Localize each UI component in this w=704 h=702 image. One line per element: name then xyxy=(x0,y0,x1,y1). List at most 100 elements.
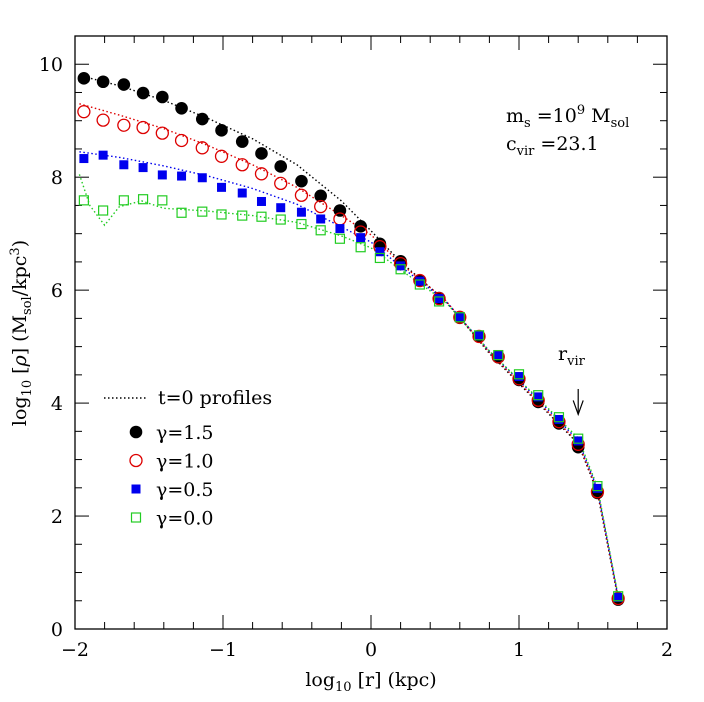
data-point xyxy=(493,351,503,361)
data-point xyxy=(256,196,266,206)
data-point xyxy=(118,195,129,206)
axis-ticks xyxy=(74,36,668,630)
data-point xyxy=(276,203,286,213)
data-point xyxy=(79,154,89,164)
data-point xyxy=(553,412,565,423)
data-point xyxy=(611,591,625,606)
data-markers xyxy=(77,72,625,606)
data-point xyxy=(592,481,603,492)
legend-entry: γ=0.5 xyxy=(156,479,214,501)
data-point xyxy=(296,207,306,217)
x-tick-label: −2 xyxy=(61,639,89,661)
y-tick-label: 6 xyxy=(51,280,63,302)
legend-entry: γ=0.0 xyxy=(156,508,214,530)
data-point xyxy=(355,242,366,253)
data-point xyxy=(334,233,346,244)
data-point xyxy=(197,206,208,217)
data-point xyxy=(316,214,326,224)
data-point xyxy=(573,436,583,446)
data-point xyxy=(314,189,327,203)
data-point xyxy=(533,390,544,401)
cvir-annotation: cvir =23.1 xyxy=(506,133,599,159)
data-point xyxy=(216,209,227,220)
data-point xyxy=(119,160,129,170)
data-point xyxy=(175,101,188,115)
data-point xyxy=(77,105,91,119)
data-point xyxy=(296,218,307,230)
data-point xyxy=(174,133,189,148)
data-point xyxy=(573,433,584,444)
legend-entry: γ=1.5 xyxy=(156,422,214,444)
data-point xyxy=(176,207,187,218)
y-tick-label: 8 xyxy=(51,167,63,189)
data-point xyxy=(414,279,425,290)
data-point xyxy=(453,310,467,324)
data-point xyxy=(493,349,504,361)
data-point xyxy=(96,113,110,127)
rvir-arrow xyxy=(572,388,584,417)
y-tick-label: 0 xyxy=(51,619,63,641)
data-point xyxy=(254,167,269,181)
legend-t0-label: t=0 profiles xyxy=(158,387,272,409)
data-point xyxy=(138,163,148,173)
data-point xyxy=(235,158,249,172)
data-point xyxy=(356,233,366,243)
x-tick-label: 1 xyxy=(513,639,525,661)
x-tick-label: 2 xyxy=(661,639,673,661)
data-point xyxy=(373,237,387,251)
data-point xyxy=(473,330,485,341)
data-point xyxy=(77,72,91,85)
data-point xyxy=(137,194,149,205)
data-point xyxy=(157,170,167,180)
data-point xyxy=(195,141,209,155)
data-point xyxy=(433,296,445,307)
y-tick-label: 4 xyxy=(51,393,63,415)
data-point xyxy=(514,372,524,382)
y-axis-label: log10 [ρ] (Msol/kpc3) xyxy=(8,240,35,426)
ms-annotation: ms =109 Msol xyxy=(506,103,629,131)
legend-marker xyxy=(130,512,142,523)
legend-entry: γ=1.0 xyxy=(156,451,214,473)
data-point xyxy=(98,150,108,160)
x-tick-label: 0 xyxy=(365,639,377,661)
data-point xyxy=(455,312,465,322)
data-point xyxy=(256,211,267,222)
data-point xyxy=(155,126,169,140)
data-point xyxy=(613,592,623,602)
data-point xyxy=(592,483,602,493)
x-axis-label: log10 [r] (kpc) xyxy=(305,669,436,695)
data-point xyxy=(117,78,131,91)
plot-frame xyxy=(74,35,668,630)
tick-labels: −2 −1 0 1 2 0 2 4 6 8 10 xyxy=(39,54,673,661)
data-point xyxy=(374,252,385,264)
data-point xyxy=(156,90,169,104)
data-point xyxy=(214,149,229,163)
t0-profile-line xyxy=(79,151,619,598)
y-tick-label: 10 xyxy=(39,54,63,76)
data-point xyxy=(395,264,406,275)
data-point xyxy=(255,147,268,160)
data-point xyxy=(294,188,309,202)
data-point xyxy=(375,247,385,257)
t0-profile-line xyxy=(78,174,619,597)
data-point xyxy=(235,135,249,148)
data-point xyxy=(432,291,446,306)
data-point xyxy=(195,112,209,126)
data-point xyxy=(275,214,286,225)
data-point xyxy=(474,331,484,341)
data-point xyxy=(237,210,248,221)
data-point xyxy=(413,273,427,288)
data-point xyxy=(295,174,308,188)
data-point xyxy=(533,392,543,402)
data-point xyxy=(136,120,150,135)
data-point xyxy=(396,261,406,271)
data-point xyxy=(554,414,564,424)
data-point xyxy=(237,188,247,198)
data-point xyxy=(157,195,168,206)
data-point xyxy=(613,591,624,602)
data-point xyxy=(217,182,227,192)
data-point xyxy=(315,225,326,236)
data-point xyxy=(274,160,288,173)
data-point xyxy=(454,312,465,323)
legend: t=0 profiles γ=1.5 γ=1.0 γ=0.5 γ=0.0 xyxy=(104,387,272,530)
